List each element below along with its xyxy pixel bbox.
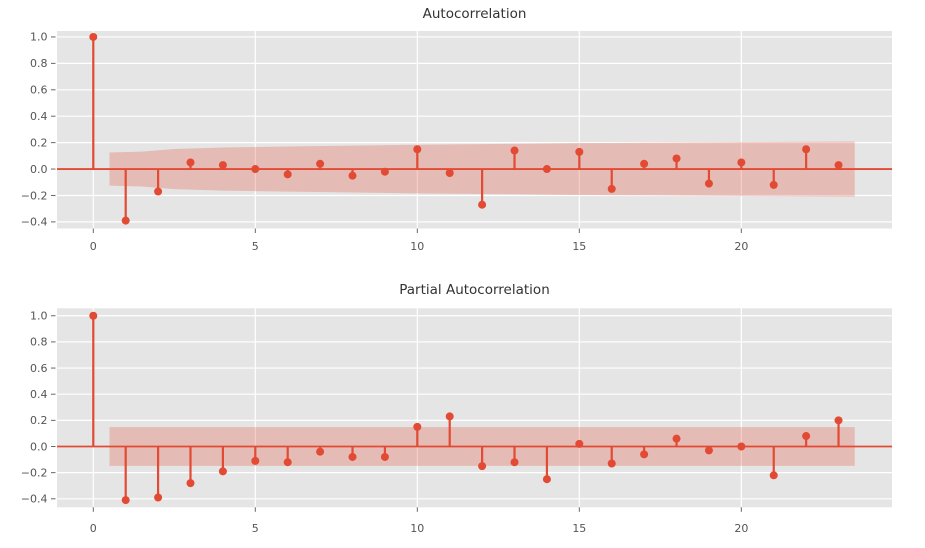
stem-marker [834,161,843,170]
y-tick-label: 0.4 [30,110,48,123]
pacf-title: Partial Autocorrelation [399,282,550,298]
stem-marker [283,170,292,179]
acf-plot: 1.0 0.8 0.6 0.4 0.2 0.0 −0.2 −0.4 0 5 10 15 20 [21,31,892,253]
y-tick-label: 0.2 [30,136,48,149]
stem-marker [575,147,584,156]
stem-marker [834,416,843,425]
stem-marker [542,165,551,174]
x-tick-label: 20 [734,522,748,535]
stem-marker [89,311,98,320]
x-tick-label: 20 [734,240,748,253]
y-tick-label: 0.0 [30,163,48,176]
y-tick-label: 0.2 [30,414,48,427]
y-tick-label: 0.8 [30,336,48,349]
stem-marker [348,171,357,180]
x-tick-label: 15 [572,240,586,253]
x-tick-label: 10 [410,522,424,535]
stem-marker [769,471,778,480]
stem-marker [478,200,487,209]
stem-marker [186,479,195,488]
x-tick-label: 0 [90,522,97,535]
x-tick-label: 10 [410,240,424,253]
y-tick-label: 0.8 [30,57,48,70]
y-tick-label: 1.0 [30,310,48,323]
y-tick-label: 0.6 [30,362,48,375]
stem-marker [316,159,325,168]
stem-marker [737,158,746,167]
stem-marker [704,179,713,188]
stem-marker [510,146,519,155]
panel-background [57,308,892,508]
stem-marker [769,180,778,189]
y-tick-label: −0.2 [21,466,48,479]
stem-marker [640,450,649,459]
y-tick-label: 0.0 [30,440,48,453]
stem-marker [316,447,325,456]
stem-marker [445,412,454,421]
stem-marker [218,467,227,476]
x-tick-label: 15 [572,522,586,535]
stem-marker [348,452,357,461]
y-tick-label: −0.4 [21,493,48,506]
pacf-plot: 1.0 0.8 0.6 0.4 0.2 0.0 −0.2 −0.4 0 5 10 15 20 [21,308,892,535]
stem-marker [802,432,811,441]
stem-marker [640,159,649,168]
x-tick-label: 5 [252,240,259,253]
stem-marker [607,184,616,193]
stem-marker [154,493,163,502]
stem-marker [186,158,195,167]
stem-marker [607,459,616,468]
stem-marker [380,167,389,176]
stem-marker [802,145,811,154]
stem-marker [251,456,260,465]
stem-marker [121,216,130,225]
stem-marker [218,161,227,170]
stem-marker [283,458,292,467]
stem-marker [478,462,487,471]
y-tick-label: −0.4 [21,216,48,229]
stem-marker [121,496,130,505]
stem-marker [89,32,98,41]
x-tick-label: 5 [252,522,259,535]
stem-marker [704,446,713,455]
stem-marker [445,169,454,178]
x-tick-label: 0 [90,240,97,253]
stem-marker [380,452,389,461]
stem-marker [413,145,422,154]
panel-background [57,31,892,229]
stem-marker [510,458,519,467]
y-tick-label: 0.6 [30,84,48,97]
stem-marker [672,154,681,163]
y-tick-label: −0.2 [21,189,48,202]
acf-title: Autocorrelation [422,6,527,22]
stem-marker [542,475,551,484]
stem-marker [251,165,260,174]
stem-marker [737,442,746,451]
stem-marker [413,422,422,431]
stem-marker [672,434,681,443]
stem-marker [154,187,163,196]
y-tick-label: 1.0 [30,31,48,44]
stem-marker [575,439,584,448]
y-tick-label: 0.4 [30,388,48,401]
